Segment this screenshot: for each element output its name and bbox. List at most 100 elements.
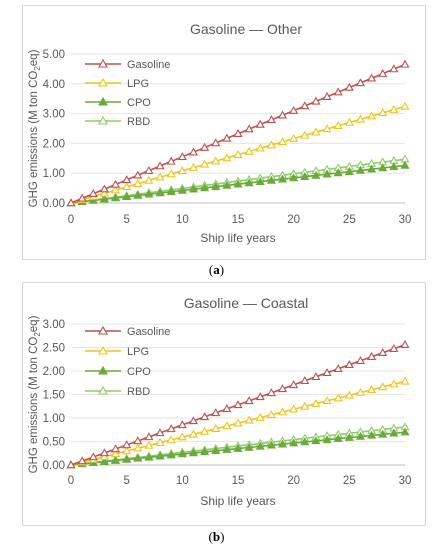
data-point-lpg [144, 175, 154, 184]
x-tick-label: 15 [232, 475, 245, 487]
data-point-cpo [177, 449, 187, 458]
x-axis-label: Ship life years [200, 231, 275, 245]
data-point-gasoline [177, 420, 187, 429]
data-point-gasoline [133, 436, 143, 445]
data-point-cpo [144, 452, 154, 461]
caption-a-open: ( [208, 262, 214, 277]
x-tick-label: 5 [123, 214, 129, 226]
data-point-cpo [155, 188, 165, 197]
data-point-lpg [200, 159, 210, 168]
data-point-lpg [211, 424, 221, 433]
y-axis-label-main: GHG emissions (M ton CO [28, 337, 40, 474]
data-point-cpo [211, 446, 221, 455]
data-point-gasoline [200, 412, 210, 421]
data-point-gasoline [389, 344, 399, 352]
data-point-lpg [277, 407, 288, 416]
y-tick-label: 2.00 [43, 138, 65, 150]
data-point-gasoline [110, 179, 121, 188]
data-point-lpg [355, 114, 366, 123]
chart-panel-a: Gasoline — Other 0.00 1.00 2.00 3.00 4.00 5.00… [22, 5, 426, 260]
data-point-lpg [211, 156, 221, 165]
data-point-cpo [367, 430, 377, 439]
y-axis-label-subscript: 2 [33, 332, 42, 337]
y-axis-label-end: eq) [28, 315, 40, 332]
data-point-gasoline [333, 87, 343, 96]
chart-svg-a: Gasoline — Other 0.00 1.00 2.00 3.00 4.00 5.00… [28, 21, 412, 245]
data-point-lpg [233, 418, 243, 427]
data-point-lpg [277, 137, 288, 146]
data-point-cpo [133, 453, 143, 462]
data-point-gasoline [222, 404, 232, 413]
data-point-cpo [122, 192, 132, 200]
legend-label-rbd: RBD [127, 386, 150, 398]
data-point-lpg [155, 172, 165, 181]
data-point-gasoline [322, 368, 332, 377]
data-point-gasoline [155, 161, 165, 170]
data-point-gasoline [277, 384, 288, 393]
data-point-lpg [155, 437, 165, 446]
data-point-lpg [400, 376, 410, 385]
data-point-gasoline [400, 59, 410, 68]
x-tick-label: 0 [68, 475, 74, 487]
data-point-lpg [200, 426, 210, 435]
data-point-cpo [311, 170, 321, 179]
data-point-cpo [122, 454, 132, 463]
data-point-cpo [200, 183, 210, 192]
data-point-gasoline [311, 96, 321, 105]
x-tick-label: 5 [123, 475, 129, 487]
data-point-gasoline [300, 101, 310, 110]
data-point-lpg [122, 182, 132, 191]
caption-b: (b) [0, 529, 433, 545]
data-point-cpo [99, 194, 109, 203]
y-tick-label: 0.50 [43, 437, 65, 449]
data-point-lpg [266, 410, 276, 419]
y-tick-label: 3.00 [43, 319, 65, 331]
data-point-cpo [88, 195, 98, 204]
data-point-cpo [367, 164, 377, 173]
legend-label-lpg: LPG [127, 78, 149, 90]
data-point-cpo [233, 443, 243, 452]
x-tick-label: 30 [399, 475, 412, 487]
y-tick-label: 2.50 [43, 343, 65, 355]
data-point-lpg [188, 162, 199, 171]
legend-marker-gasoline [98, 325, 108, 335]
legend-label-rbd: RBD [127, 116, 150, 128]
data-point-cpo [188, 448, 199, 457]
data-point-lpg [222, 153, 232, 162]
data-point-gasoline [367, 73, 377, 82]
y-tick-label: 1.00 [43, 413, 65, 425]
chart-title: Gasoline — Other [190, 21, 302, 37]
data-point-gasoline [222, 133, 232, 142]
legend-marker-cpo [98, 365, 108, 375]
data-point-cpo [155, 451, 165, 460]
data-point-gasoline [77, 456, 87, 465]
data-point-gasoline [144, 432, 154, 441]
data-point-lpg [233, 150, 243, 158]
data-point-lpg [133, 443, 143, 452]
data-point-gasoline [155, 428, 165, 437]
data-point-gasoline [99, 448, 109, 457]
data-point-lpg [322, 396, 332, 405]
data-point-cpo [344, 432, 354, 441]
data-point-cpo [211, 182, 221, 190]
data-point-gasoline [355, 78, 366, 87]
data-point-gasoline [344, 82, 354, 91]
data-point-cpo [244, 442, 254, 451]
data-point-lpg [400, 101, 410, 110]
x-tick-label: 30 [399, 214, 412, 226]
data-point-cpo [300, 437, 310, 446]
data-point-lpg [367, 385, 377, 393]
data-point-cpo [266, 440, 276, 449]
data-point-lpg [144, 440, 154, 449]
x-tick-label: 10 [176, 214, 189, 226]
data-point-gasoline [177, 152, 187, 161]
data-point-cpo [389, 161, 399, 170]
data-point-lpg [389, 379, 399, 388]
data-point-cpo [244, 178, 254, 187]
y-tick-label: 4.00 [43, 79, 65, 91]
data-point-gasoline [188, 416, 199, 425]
data-point-gasoline [389, 64, 399, 73]
x-tick-label: 25 [343, 214, 356, 226]
data-point-cpo [333, 168, 343, 177]
x-tick-label: 20 [287, 475, 300, 487]
